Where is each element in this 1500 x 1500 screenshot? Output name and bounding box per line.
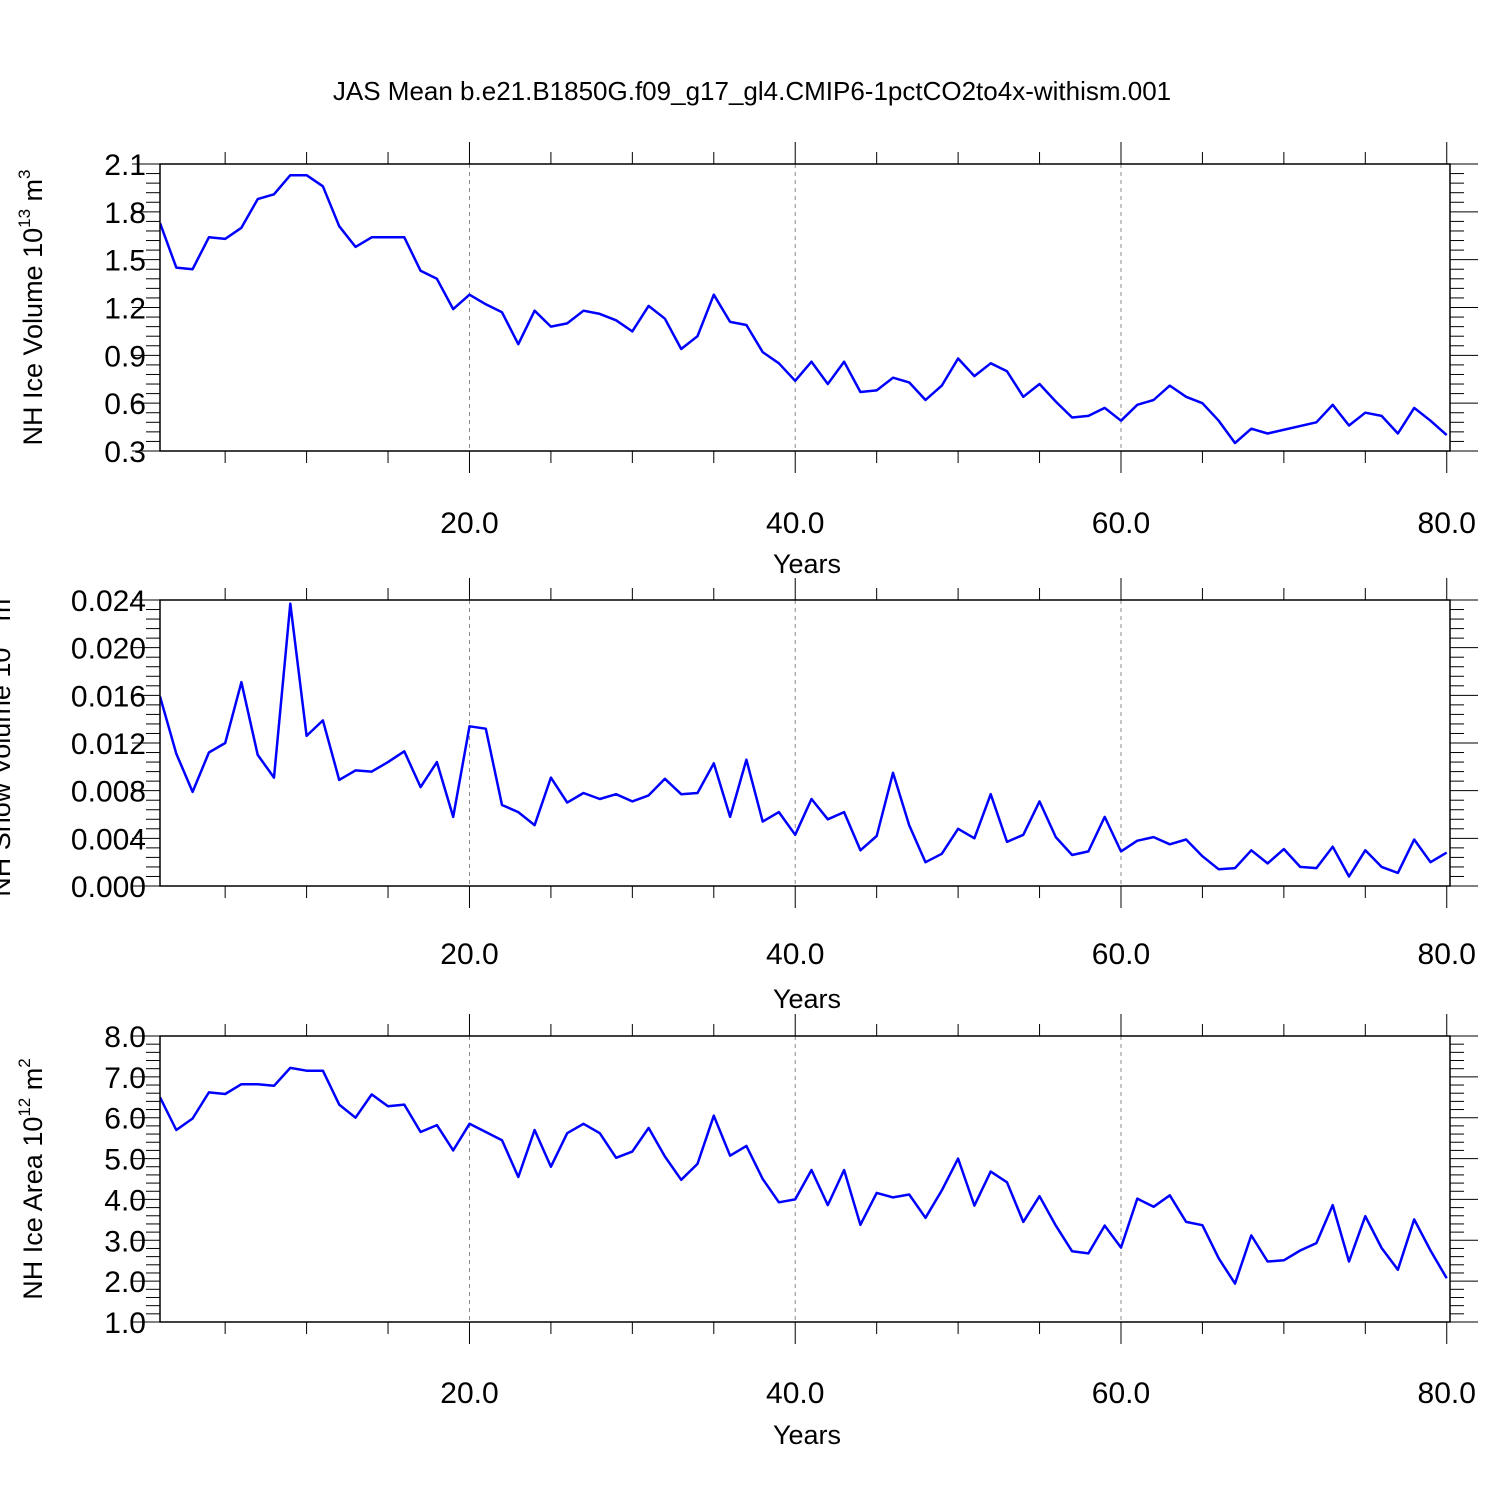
y-tick-label: 0.004 <box>71 823 146 856</box>
y-tick-label: 0.020 <box>71 633 146 666</box>
x-tick-label: 60.0 <box>1092 938 1150 971</box>
y-axis-label-exponent: 3 <box>0 589 2 598</box>
y-tick-label: 2.0 <box>104 1266 146 1299</box>
x-axis-label: Years <box>773 549 841 579</box>
x-tick-label: 60.0 <box>1092 1377 1150 1410</box>
plot-frame <box>159 1035 1451 1323</box>
series-line <box>160 602 1448 878</box>
y-axis-label: NH Snow Volume 1013 m3 <box>0 589 16 897</box>
y-tick-label: 6.0 <box>104 1103 146 1136</box>
x-axis-label: Years <box>773 1420 841 1450</box>
chart-panel-3: 1.0 2.0 3.0 4.0 5.0 6.0 7.0 8.0 20.0 40.0 60.0 80.0… <box>15 1014 1478 1450</box>
y-tick-label: 1.8 <box>104 197 146 230</box>
x-tick-label: 40.0 <box>766 938 824 971</box>
y-tick-label: 7.0 <box>104 1062 146 1095</box>
plot-frame <box>159 599 1451 887</box>
figure-title: JAS Mean b.e21.B1850G.f09_g17_gl4.CMIP6-… <box>333 76 1171 106</box>
x-tick-label: 40.0 <box>766 507 824 540</box>
y-tick-label: 0.012 <box>71 728 146 761</box>
chart-panel-1: 0.3 0.6 0.9 1.2 1.5 1.8 2.1 20.0 40.0 60.0 80.0 Yea… <box>15 142 1478 579</box>
y-axis-label-part: NH Ice Area 10 <box>18 1117 48 1300</box>
chart-panel-2: 0.000 0.004 0.008 0.012 0.016 0.020 0.024 20.0 4… <box>0 578 1478 1014</box>
x-tick-label: 80.0 <box>1418 1377 1476 1410</box>
x-tick-label: 60.0 <box>1092 507 1150 540</box>
y-tick-label: 0.3 <box>104 436 146 469</box>
y-tick-label: 0.024 <box>71 585 146 618</box>
y-tick-label: 0.008 <box>71 776 146 809</box>
y-tick-label: 1.5 <box>104 245 146 278</box>
x-tick-label: 20.0 <box>440 507 498 540</box>
x-tick-label: 80.0 <box>1418 507 1476 540</box>
y-axis-label-part: NH Snow Volume 10 <box>0 648 16 897</box>
y-tick-label: 8.0 <box>104 1021 146 1054</box>
y-tick-label: 5.0 <box>104 1144 146 1177</box>
plot-frame <box>159 163 1451 452</box>
y-axis-label-exponent: 2 <box>15 1058 34 1067</box>
y-axis-label-exponent: 13 <box>15 209 34 228</box>
y-tick-label: 3.0 <box>104 1225 146 1258</box>
y-axis-label: NH Ice Area 1012 m2 <box>15 1058 48 1299</box>
x-axis-label: Years <box>773 984 841 1014</box>
y-axis-label-part: NH Ice Volume 10 <box>18 228 48 446</box>
y-tick-label: 1.2 <box>104 293 146 326</box>
y-tick-label: 0.000 <box>71 871 146 904</box>
y-axis-label-part: m <box>18 1068 48 1098</box>
series-line <box>160 1066 1448 1285</box>
y-axis-label-exponent: 13 <box>0 629 2 648</box>
y-axis-label-exponent: 3 <box>15 170 34 179</box>
y-axis-label-exponent: 12 <box>15 1098 34 1117</box>
y-axis-label: NH Ice Volume 1013 m3 <box>15 170 48 446</box>
y-tick-label: 0.6 <box>104 388 146 421</box>
y-tick-label: 4.0 <box>104 1184 146 1217</box>
x-tick-label: 20.0 <box>440 1377 498 1410</box>
y-axis-label-part: m <box>0 599 16 629</box>
x-tick-label: 40.0 <box>766 1377 824 1410</box>
y-axis-label-part: m <box>18 179 48 209</box>
y-tick-label: 2.1 <box>104 149 146 182</box>
x-tick-label: 20.0 <box>440 938 498 971</box>
y-tick-label: 0.9 <box>104 340 146 373</box>
series-line <box>160 173 1448 445</box>
x-tick-label: 80.0 <box>1418 938 1476 971</box>
y-tick-label: 1.0 <box>104 1307 146 1340</box>
y-tick-label: 0.016 <box>71 680 146 713</box>
